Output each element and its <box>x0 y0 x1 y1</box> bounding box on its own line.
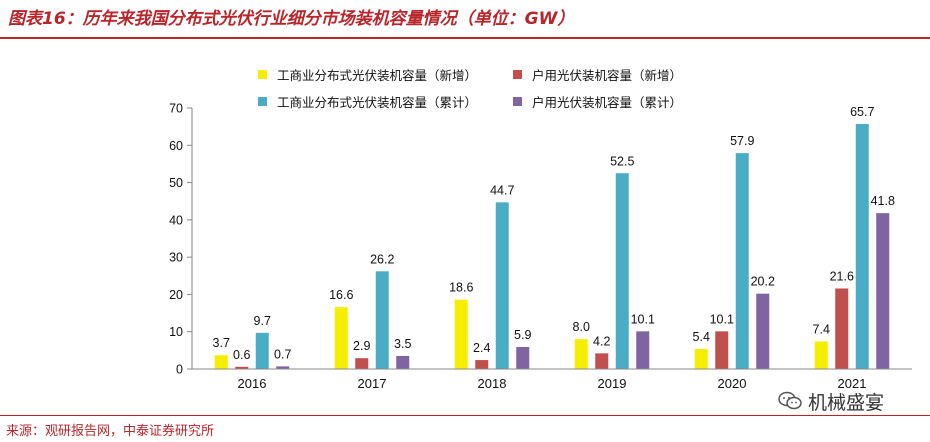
y-tick-label: 10 <box>169 325 183 339</box>
data-label: 10.1 <box>631 312 655 326</box>
data-label: 52.5 <box>610 154 634 168</box>
legend-label: 工商业分布式光伏装机容量（新增） <box>277 67 478 83</box>
y-tick-label: 50 <box>169 176 183 190</box>
y-tick-label: 0 <box>176 363 183 377</box>
data-label: 9.7 <box>254 314 271 328</box>
bar <box>516 347 530 369</box>
bar <box>454 299 468 369</box>
wechat-icon <box>778 391 802 410</box>
legend-swatch-3 <box>513 96 522 106</box>
title-divider <box>0 37 930 39</box>
x-tick-label: 2019 <box>598 376 627 391</box>
x-tick-label: 2016 <box>238 376 267 391</box>
data-label: 20.2 <box>751 275 775 289</box>
watermark-text: 机械盛宴 <box>808 391 885 414</box>
bar <box>235 366 249 369</box>
data-label: 26.2 <box>370 252 394 266</box>
bar <box>334 307 348 369</box>
data-label: 21.6 <box>830 269 854 283</box>
legend-item: 户用光伏装机容量（累计） <box>513 91 682 111</box>
data-label: 8.0 <box>573 320 590 334</box>
bar <box>396 355 410 369</box>
bar <box>715 331 729 369</box>
bar <box>276 366 290 369</box>
bar <box>495 202 509 369</box>
y-tick-label: 70 <box>169 102 183 116</box>
bar <box>615 173 629 369</box>
legend-item: 户用光伏装机容量（新增） <box>513 64 682 84</box>
bar <box>375 271 389 369</box>
legend-item: 工商业分布式光伏装机容量（累计） <box>258 91 477 111</box>
data-label: 2.4 <box>473 341 490 355</box>
data-label: 16.6 <box>329 288 353 302</box>
bar <box>475 360 489 369</box>
data-label: 4.2 <box>593 334 610 348</box>
y-tick-label: 30 <box>169 251 183 265</box>
data-label: 10.1 <box>710 312 734 326</box>
source-note: 来源：观研报告网，中泰证券研究所 <box>6 424 215 439</box>
watermark: 机械盛宴 <box>778 389 885 414</box>
bar <box>735 153 749 369</box>
bar <box>814 341 828 369</box>
legend-swatch-0 <box>258 69 267 79</box>
bar <box>876 213 890 369</box>
data-label: 65.7 <box>850 105 874 119</box>
data-label: 0.7 <box>274 347 291 361</box>
bar <box>595 353 609 369</box>
data-label: 57.9 <box>730 134 754 148</box>
data-label: 5.4 <box>693 330 710 344</box>
data-label: 3.5 <box>394 337 411 351</box>
data-label: 41.8 <box>871 194 895 208</box>
y-tick-label: 20 <box>169 288 183 302</box>
bar <box>756 293 770 369</box>
x-tick-label: 2018 <box>478 376 507 391</box>
legend-label: 户用光伏装机容量（新增） <box>532 67 683 83</box>
bar <box>214 355 228 369</box>
legend-item: 工商业分布式光伏装机容量（新增） <box>258 64 477 84</box>
bar <box>574 339 588 369</box>
x-tick-label: 2021 <box>838 376 867 391</box>
legend-swatch-2 <box>258 96 267 106</box>
bar <box>835 288 849 369</box>
x-tick-label: 2017 <box>358 376 387 391</box>
bar <box>636 331 650 369</box>
bar <box>694 348 708 369</box>
data-label: 7.4 <box>813 322 830 336</box>
data-label: 3.7 <box>213 336 230 350</box>
footer-divider <box>0 415 930 416</box>
y-tick-label: 60 <box>169 139 183 153</box>
bar <box>255 332 269 369</box>
legend-swatch-1 <box>513 69 522 79</box>
legend-label: 工商业分布式光伏装机容量（累计） <box>277 94 478 110</box>
x-tick-label: 2020 <box>718 376 747 391</box>
bar <box>355 358 369 369</box>
chart-title: 图表16：历年来我国分布式光伏行业细分市场装机容量情况（单位：GW） <box>8 9 575 29</box>
data-label: 0.6 <box>233 348 250 362</box>
data-label: 5.9 <box>514 328 531 342</box>
y-tick-label: 40 <box>169 213 183 227</box>
data-label: 44.7 <box>490 183 514 197</box>
data-label: 18.6 <box>449 281 473 295</box>
legend-label: 户用光伏装机容量（累计） <box>532 94 683 110</box>
bar <box>855 124 869 369</box>
data-label: 2.9 <box>353 339 370 353</box>
